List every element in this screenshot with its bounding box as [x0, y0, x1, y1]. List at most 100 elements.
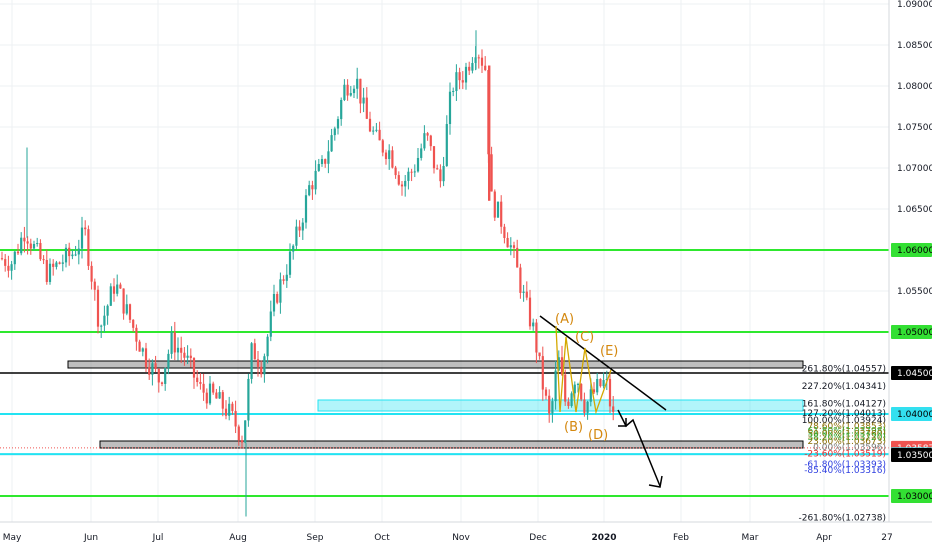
candlesticks	[0, 30, 615, 517]
wave-label-b: (B)	[564, 420, 583, 435]
candle	[535, 318, 538, 364]
candle	[228, 396, 231, 421]
candle	[308, 180, 311, 197]
candle	[260, 360, 263, 378]
candle	[4, 254, 7, 272]
triangle-upper-line	[539, 315, 667, 411]
fib-label: -85.40%(1.03316)	[804, 466, 886, 476]
candle	[352, 85, 356, 99]
candle	[119, 282, 122, 289]
arrow-down-head	[648, 475, 663, 488]
candle	[311, 180, 314, 200]
candle	[349, 85, 352, 97]
candle	[340, 97, 343, 126]
candle	[256, 350, 260, 377]
candle	[516, 239, 519, 268]
candle	[298, 220, 301, 237]
candle	[279, 272, 282, 314]
candle	[103, 305, 106, 333]
candle	[288, 243, 292, 278]
candle	[439, 164, 442, 188]
svg-text:1.04000: 1.04000	[897, 410, 932, 420]
candle	[554, 360, 557, 410]
time-tick-label: Feb	[673, 533, 689, 543]
horizontal-levels	[0, 249, 889, 497]
time-tick-label: 27	[881, 533, 892, 543]
candle	[196, 370, 199, 387]
candle	[333, 126, 336, 141]
price-tick-label: 1.09000	[897, 0, 932, 10]
candle	[7, 255, 10, 278]
candle	[10, 260, 13, 280]
candle	[388, 144, 391, 170]
fib-label: 61.80%(1.03798)	[807, 427, 886, 437]
price-tick-label: 1.05500	[897, 287, 932, 297]
candle	[372, 126, 375, 135]
candle	[269, 300, 272, 342]
candle	[544, 387, 548, 400]
candle	[400, 180, 404, 196]
candle	[365, 87, 368, 120]
svg-text:1.05000: 1.05000	[897, 328, 932, 338]
candle	[186, 345, 189, 365]
candle	[484, 56, 487, 72]
candle	[324, 158, 327, 168]
candle	[432, 146, 436, 174]
candle	[154, 355, 157, 373]
price-tick-label: 1.06500	[897, 205, 932, 215]
candle	[384, 149, 388, 165]
candle	[93, 278, 96, 301]
candle	[266, 334, 269, 364]
candle	[13, 250, 16, 270]
candle	[39, 239, 42, 261]
fib-label: 227.20%(1.04341)	[802, 382, 886, 392]
candle	[32, 240, 36, 251]
candle	[420, 143, 423, 161]
candle	[602, 372, 605, 389]
candle	[215, 388, 218, 399]
candle	[26, 236, 29, 255]
candle	[173, 321, 176, 361]
candle	[608, 371, 612, 414]
time-axis[interactable]: May Jun Jul Aug Sep Oct Nov Dec 2020 Feb Mar Apr 27	[3, 533, 893, 543]
candle	[477, 54, 480, 69]
candle	[362, 87, 365, 113]
support-zone-grey	[99, 440, 804, 449]
candle	[141, 347, 144, 357]
time-tick-label: Nov	[452, 533, 470, 543]
projection-arrows	[617, 409, 663, 488]
candle	[426, 131, 429, 141]
candle	[359, 78, 362, 114]
candle	[330, 128, 333, 152]
candle	[237, 424, 240, 446]
candle	[541, 346, 544, 401]
candle	[100, 324, 103, 339]
candle	[500, 195, 503, 234]
candle	[244, 420, 247, 444]
candle	[576, 382, 580, 393]
candle	[55, 260, 58, 270]
candle	[106, 304, 109, 325]
price-badge: 1.04000	[891, 407, 932, 421]
candle	[532, 318, 535, 331]
wave-label-a: (A)	[555, 312, 574, 327]
candle	[151, 359, 154, 386]
candle	[45, 249, 48, 285]
candle	[596, 372, 599, 396]
candle	[144, 342, 148, 372]
fib-label: 23.60%(1.03673)	[807, 437, 886, 447]
candle	[42, 255, 45, 265]
candle	[496, 201, 500, 218]
candle	[234, 400, 237, 434]
candle	[528, 289, 532, 330]
candle	[368, 111, 372, 133]
fib-extension-labels: 261.80%(1.04557) 227.20%(1.04341) 161.80%(…	[798, 364, 886, 523]
candle	[538, 352, 541, 360]
candle	[560, 345, 564, 376]
candle	[112, 278, 116, 302]
price-tick-label: 1.07000	[897, 164, 932, 174]
time-tick-label: Aug	[229, 533, 247, 543]
candle	[84, 220, 87, 236]
price-tick-label: 1.08500	[897, 41, 932, 51]
